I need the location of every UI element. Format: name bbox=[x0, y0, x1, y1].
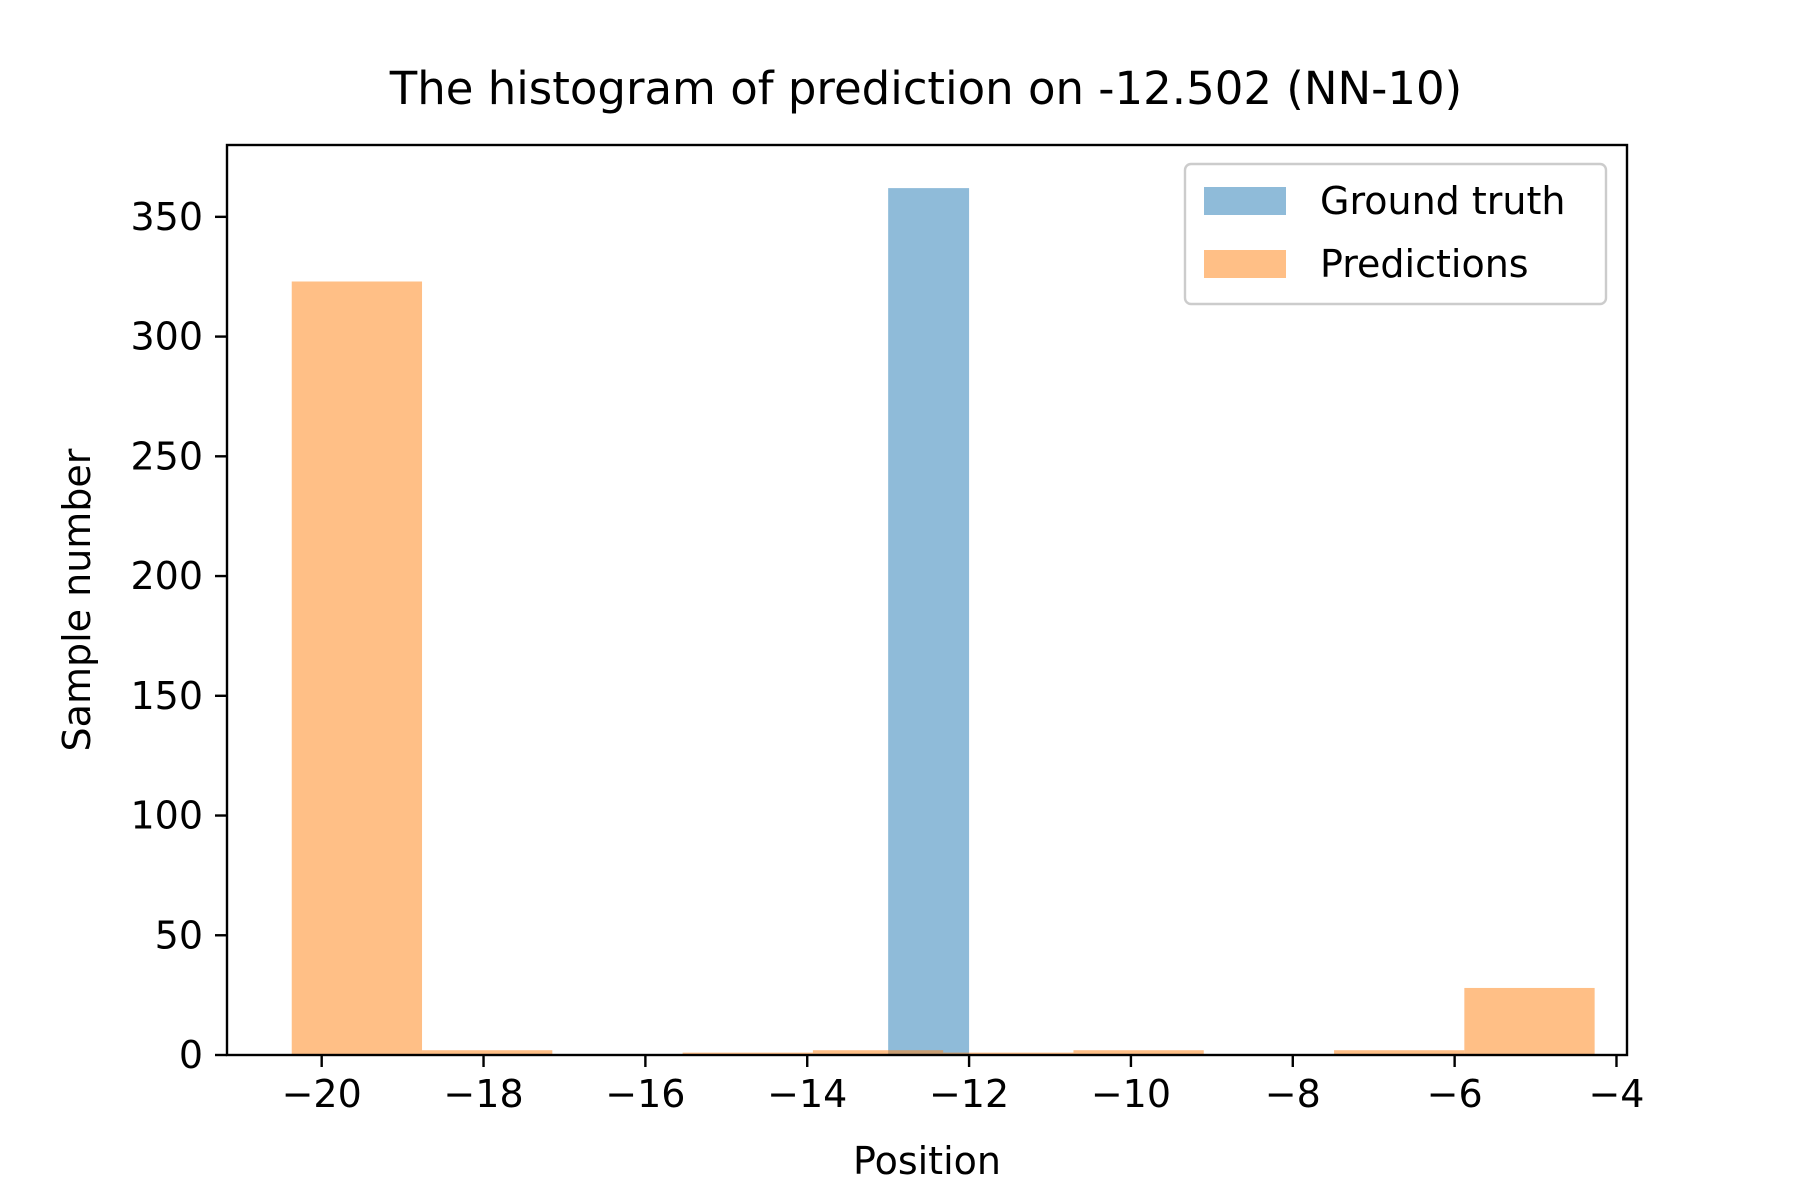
y-tick-label: 100 bbox=[130, 794, 203, 838]
y-tick-label: 0 bbox=[179, 1033, 203, 1077]
legend-label-ground-truth: Ground truth bbox=[1320, 179, 1565, 223]
legend: Ground truth Predictions bbox=[1183, 162, 1608, 306]
x-axis-label: Position bbox=[853, 1139, 1001, 1183]
bar-predictions-9 bbox=[1464, 987, 1595, 1055]
y-tick-label: 250 bbox=[130, 434, 203, 478]
x-tick-label: −12 bbox=[929, 1072, 1009, 1116]
x-axis: −20 −18 −16 −14 −12 −10 −8 −6 −4 bbox=[282, 1055, 1644, 1116]
x-tick-label: −16 bbox=[605, 1072, 685, 1116]
y-tick-label: 200 bbox=[130, 554, 203, 598]
legend-swatch-ground-truth bbox=[1204, 187, 1286, 215]
legend-swatch-predictions bbox=[1204, 250, 1286, 278]
x-tick-label: −18 bbox=[443, 1072, 523, 1116]
chart-title: The histogram of prediction on -12.502 (… bbox=[389, 62, 1462, 115]
x-tick-label: −4 bbox=[1588, 1072, 1644, 1116]
x-tick-label: −20 bbox=[282, 1072, 362, 1116]
y-axis: 0 50 100 150 200 250 300 350 bbox=[130, 195, 227, 1077]
y-tick-label: 300 bbox=[130, 315, 203, 359]
y-tick-label: 350 bbox=[130, 195, 203, 239]
bar-ground-truth-0 bbox=[888, 188, 970, 1056]
bar-predictions-1 bbox=[422, 1050, 553, 1055]
y-axis-label: Sample number bbox=[55, 448, 99, 751]
x-tick-label: −8 bbox=[1265, 1072, 1321, 1116]
plot-frame bbox=[225, 143, 1629, 1057]
x-tick-label: −10 bbox=[1091, 1072, 1171, 1116]
bar-predictions-6 bbox=[1073, 1050, 1204, 1055]
x-tick-label: −14 bbox=[767, 1072, 847, 1116]
bars-layer bbox=[291, 188, 1595, 1056]
y-tick-label: 150 bbox=[130, 674, 203, 718]
legend-box bbox=[1183, 162, 1608, 306]
bar-predictions-0 bbox=[291, 281, 423, 1055]
y-tick-label: 50 bbox=[155, 913, 203, 957]
bar-predictions-4 bbox=[812, 1050, 944, 1055]
x-tick-label: −6 bbox=[1427, 1072, 1483, 1116]
bar-predictions-8 bbox=[1334, 1050, 1465, 1055]
legend-label-predictions: Predictions bbox=[1320, 242, 1529, 286]
